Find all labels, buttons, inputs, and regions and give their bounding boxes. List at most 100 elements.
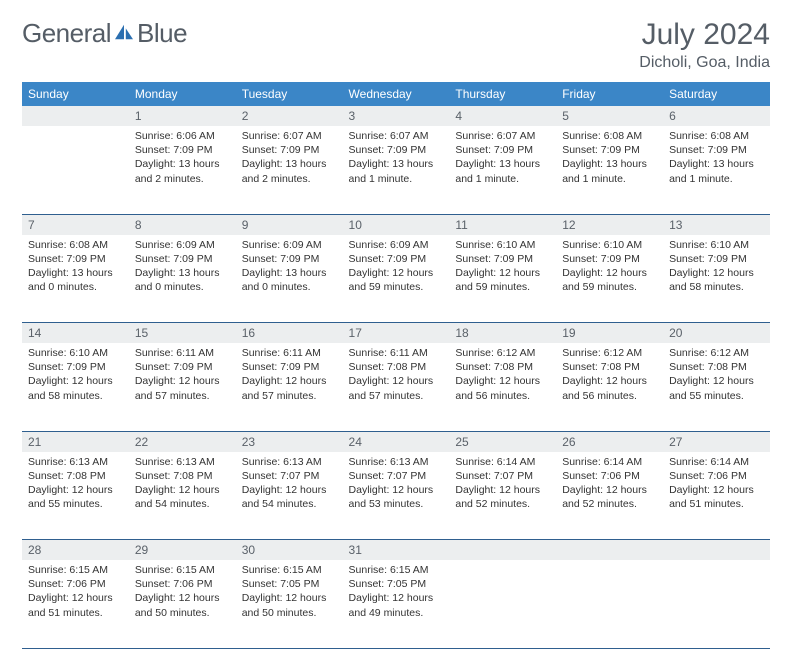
day-cell: Sunrise: 6:08 AMSunset: 7:09 PMDaylight:…: [22, 235, 129, 323]
day-cell: Sunrise: 6:13 AMSunset: 7:07 PMDaylight:…: [343, 452, 450, 540]
brand-logo: General Blue: [22, 18, 187, 49]
calendar-grid: Sunday Monday Tuesday Wednesday Thursday…: [22, 82, 770, 649]
day-cell: [556, 560, 663, 648]
day-cell: [22, 126, 129, 214]
day-content-row: Sunrise: 6:13 AMSunset: 7:08 PMDaylight:…: [22, 452, 770, 540]
sail-icon: [113, 23, 135, 41]
day-cell: Sunrise: 6:14 AMSunset: 7:06 PMDaylight:…: [556, 452, 663, 540]
day-details: Sunrise: 6:10 AMSunset: 7:09 PMDaylight:…: [22, 343, 129, 409]
day-cell: Sunrise: 6:10 AMSunset: 7:09 PMDaylight:…: [663, 235, 770, 323]
day-number-cell: 18: [449, 323, 556, 344]
day-number-cell: 29: [129, 540, 236, 561]
day-cell: Sunrise: 6:15 AMSunset: 7:06 PMDaylight:…: [22, 560, 129, 648]
day-number-cell: 8: [129, 214, 236, 235]
day-number-row: 21222324252627: [22, 431, 770, 452]
day-number-cell: 22: [129, 431, 236, 452]
day-number-cell: [22, 106, 129, 126]
day-cell: Sunrise: 6:12 AMSunset: 7:08 PMDaylight:…: [663, 343, 770, 431]
day-number-cell: 4: [449, 106, 556, 126]
day-number-cell: 31: [343, 540, 450, 561]
day-details: Sunrise: 6:07 AMSunset: 7:09 PMDaylight:…: [449, 126, 556, 192]
day-cell: Sunrise: 6:13 AMSunset: 7:07 PMDaylight:…: [236, 452, 343, 540]
day-number-cell: 13: [663, 214, 770, 235]
day-cell: [449, 560, 556, 648]
day-details: Sunrise: 6:14 AMSunset: 7:07 PMDaylight:…: [449, 452, 556, 518]
day-number-cell: 11: [449, 214, 556, 235]
weekday-header: Monday: [129, 82, 236, 106]
day-details: Sunrise: 6:11 AMSunset: 7:09 PMDaylight:…: [236, 343, 343, 409]
day-number-cell: 20: [663, 323, 770, 344]
day-details: Sunrise: 6:12 AMSunset: 7:08 PMDaylight:…: [663, 343, 770, 409]
day-number-row: 14151617181920: [22, 323, 770, 344]
day-cell: Sunrise: 6:10 AMSunset: 7:09 PMDaylight:…: [556, 235, 663, 323]
day-content-row: Sunrise: 6:08 AMSunset: 7:09 PMDaylight:…: [22, 235, 770, 323]
day-number-cell: 24: [343, 431, 450, 452]
day-cell: Sunrise: 6:08 AMSunset: 7:09 PMDaylight:…: [556, 126, 663, 214]
day-cell: Sunrise: 6:09 AMSunset: 7:09 PMDaylight:…: [129, 235, 236, 323]
day-details: Sunrise: 6:06 AMSunset: 7:09 PMDaylight:…: [129, 126, 236, 192]
weekday-header: Saturday: [663, 82, 770, 106]
brand-part2: Blue: [137, 18, 187, 49]
day-content-row: Sunrise: 6:15 AMSunset: 7:06 PMDaylight:…: [22, 560, 770, 648]
day-details: Sunrise: 6:09 AMSunset: 7:09 PMDaylight:…: [343, 235, 450, 301]
day-details: Sunrise: 6:09 AMSunset: 7:09 PMDaylight:…: [236, 235, 343, 301]
header: General Blue July 2024 Dicholi, Goa, Ind…: [22, 18, 770, 72]
day-number-cell: [663, 540, 770, 561]
day-number-cell: 17: [343, 323, 450, 344]
day-cell: Sunrise: 6:07 AMSunset: 7:09 PMDaylight:…: [343, 126, 450, 214]
day-cell: Sunrise: 6:09 AMSunset: 7:09 PMDaylight:…: [343, 235, 450, 323]
day-cell: Sunrise: 6:12 AMSunset: 7:08 PMDaylight:…: [556, 343, 663, 431]
day-details: Sunrise: 6:08 AMSunset: 7:09 PMDaylight:…: [663, 126, 770, 192]
day-details: Sunrise: 6:07 AMSunset: 7:09 PMDaylight:…: [236, 126, 343, 192]
day-cell: Sunrise: 6:11 AMSunset: 7:09 PMDaylight:…: [129, 343, 236, 431]
day-details: Sunrise: 6:11 AMSunset: 7:08 PMDaylight:…: [343, 343, 450, 409]
day-number-cell: 21: [22, 431, 129, 452]
day-number-cell: 25: [449, 431, 556, 452]
day-details: Sunrise: 6:13 AMSunset: 7:07 PMDaylight:…: [343, 452, 450, 518]
day-details: Sunrise: 6:13 AMSunset: 7:07 PMDaylight:…: [236, 452, 343, 518]
day-cell: Sunrise: 6:07 AMSunset: 7:09 PMDaylight:…: [236, 126, 343, 214]
day-cell: Sunrise: 6:13 AMSunset: 7:08 PMDaylight:…: [22, 452, 129, 540]
weekday-header: Thursday: [449, 82, 556, 106]
day-details: Sunrise: 6:07 AMSunset: 7:09 PMDaylight:…: [343, 126, 450, 192]
day-details: Sunrise: 6:08 AMSunset: 7:09 PMDaylight:…: [22, 235, 129, 301]
location: Dicholi, Goa, India: [639, 54, 770, 72]
day-details: Sunrise: 6:12 AMSunset: 7:08 PMDaylight:…: [449, 343, 556, 409]
day-details: Sunrise: 6:10 AMSunset: 7:09 PMDaylight:…: [556, 235, 663, 301]
day-cell: [663, 560, 770, 648]
day-cell: Sunrise: 6:13 AMSunset: 7:08 PMDaylight:…: [129, 452, 236, 540]
day-number-cell: 10: [343, 214, 450, 235]
day-number-cell: 12: [556, 214, 663, 235]
day-cell: Sunrise: 6:10 AMSunset: 7:09 PMDaylight:…: [449, 235, 556, 323]
weekday-header: Sunday: [22, 82, 129, 106]
day-number-cell: 27: [663, 431, 770, 452]
day-details: Sunrise: 6:12 AMSunset: 7:08 PMDaylight:…: [556, 343, 663, 409]
title-block: July 2024 Dicholi, Goa, India: [639, 18, 770, 72]
day-number-cell: 23: [236, 431, 343, 452]
day-number-cell: 30: [236, 540, 343, 561]
day-number-cell: 15: [129, 323, 236, 344]
brand-part1: General: [22, 18, 111, 49]
day-details: Sunrise: 6:14 AMSunset: 7:06 PMDaylight:…: [663, 452, 770, 518]
day-number-cell: 6: [663, 106, 770, 126]
day-details: Sunrise: 6:10 AMSunset: 7:09 PMDaylight:…: [449, 235, 556, 301]
day-number-cell: 2: [236, 106, 343, 126]
day-cell: Sunrise: 6:06 AMSunset: 7:09 PMDaylight:…: [129, 126, 236, 214]
weekday-header-row: Sunday Monday Tuesday Wednesday Thursday…: [22, 82, 770, 106]
day-number-cell: 7: [22, 214, 129, 235]
day-number-cell: 5: [556, 106, 663, 126]
day-number-cell: [556, 540, 663, 561]
day-number-cell: 26: [556, 431, 663, 452]
day-number-cell: 3: [343, 106, 450, 126]
weekday-header: Wednesday: [343, 82, 450, 106]
day-details: Sunrise: 6:15 AMSunset: 7:06 PMDaylight:…: [129, 560, 236, 626]
day-number-cell: 19: [556, 323, 663, 344]
day-details: Sunrise: 6:14 AMSunset: 7:06 PMDaylight:…: [556, 452, 663, 518]
day-cell: Sunrise: 6:11 AMSunset: 7:08 PMDaylight:…: [343, 343, 450, 431]
day-cell: Sunrise: 6:08 AMSunset: 7:09 PMDaylight:…: [663, 126, 770, 214]
day-cell: Sunrise: 6:15 AMSunset: 7:05 PMDaylight:…: [236, 560, 343, 648]
day-cell: Sunrise: 6:10 AMSunset: 7:09 PMDaylight:…: [22, 343, 129, 431]
day-cell: Sunrise: 6:14 AMSunset: 7:06 PMDaylight:…: [663, 452, 770, 540]
day-details: Sunrise: 6:15 AMSunset: 7:05 PMDaylight:…: [343, 560, 450, 626]
day-cell: Sunrise: 6:07 AMSunset: 7:09 PMDaylight:…: [449, 126, 556, 214]
